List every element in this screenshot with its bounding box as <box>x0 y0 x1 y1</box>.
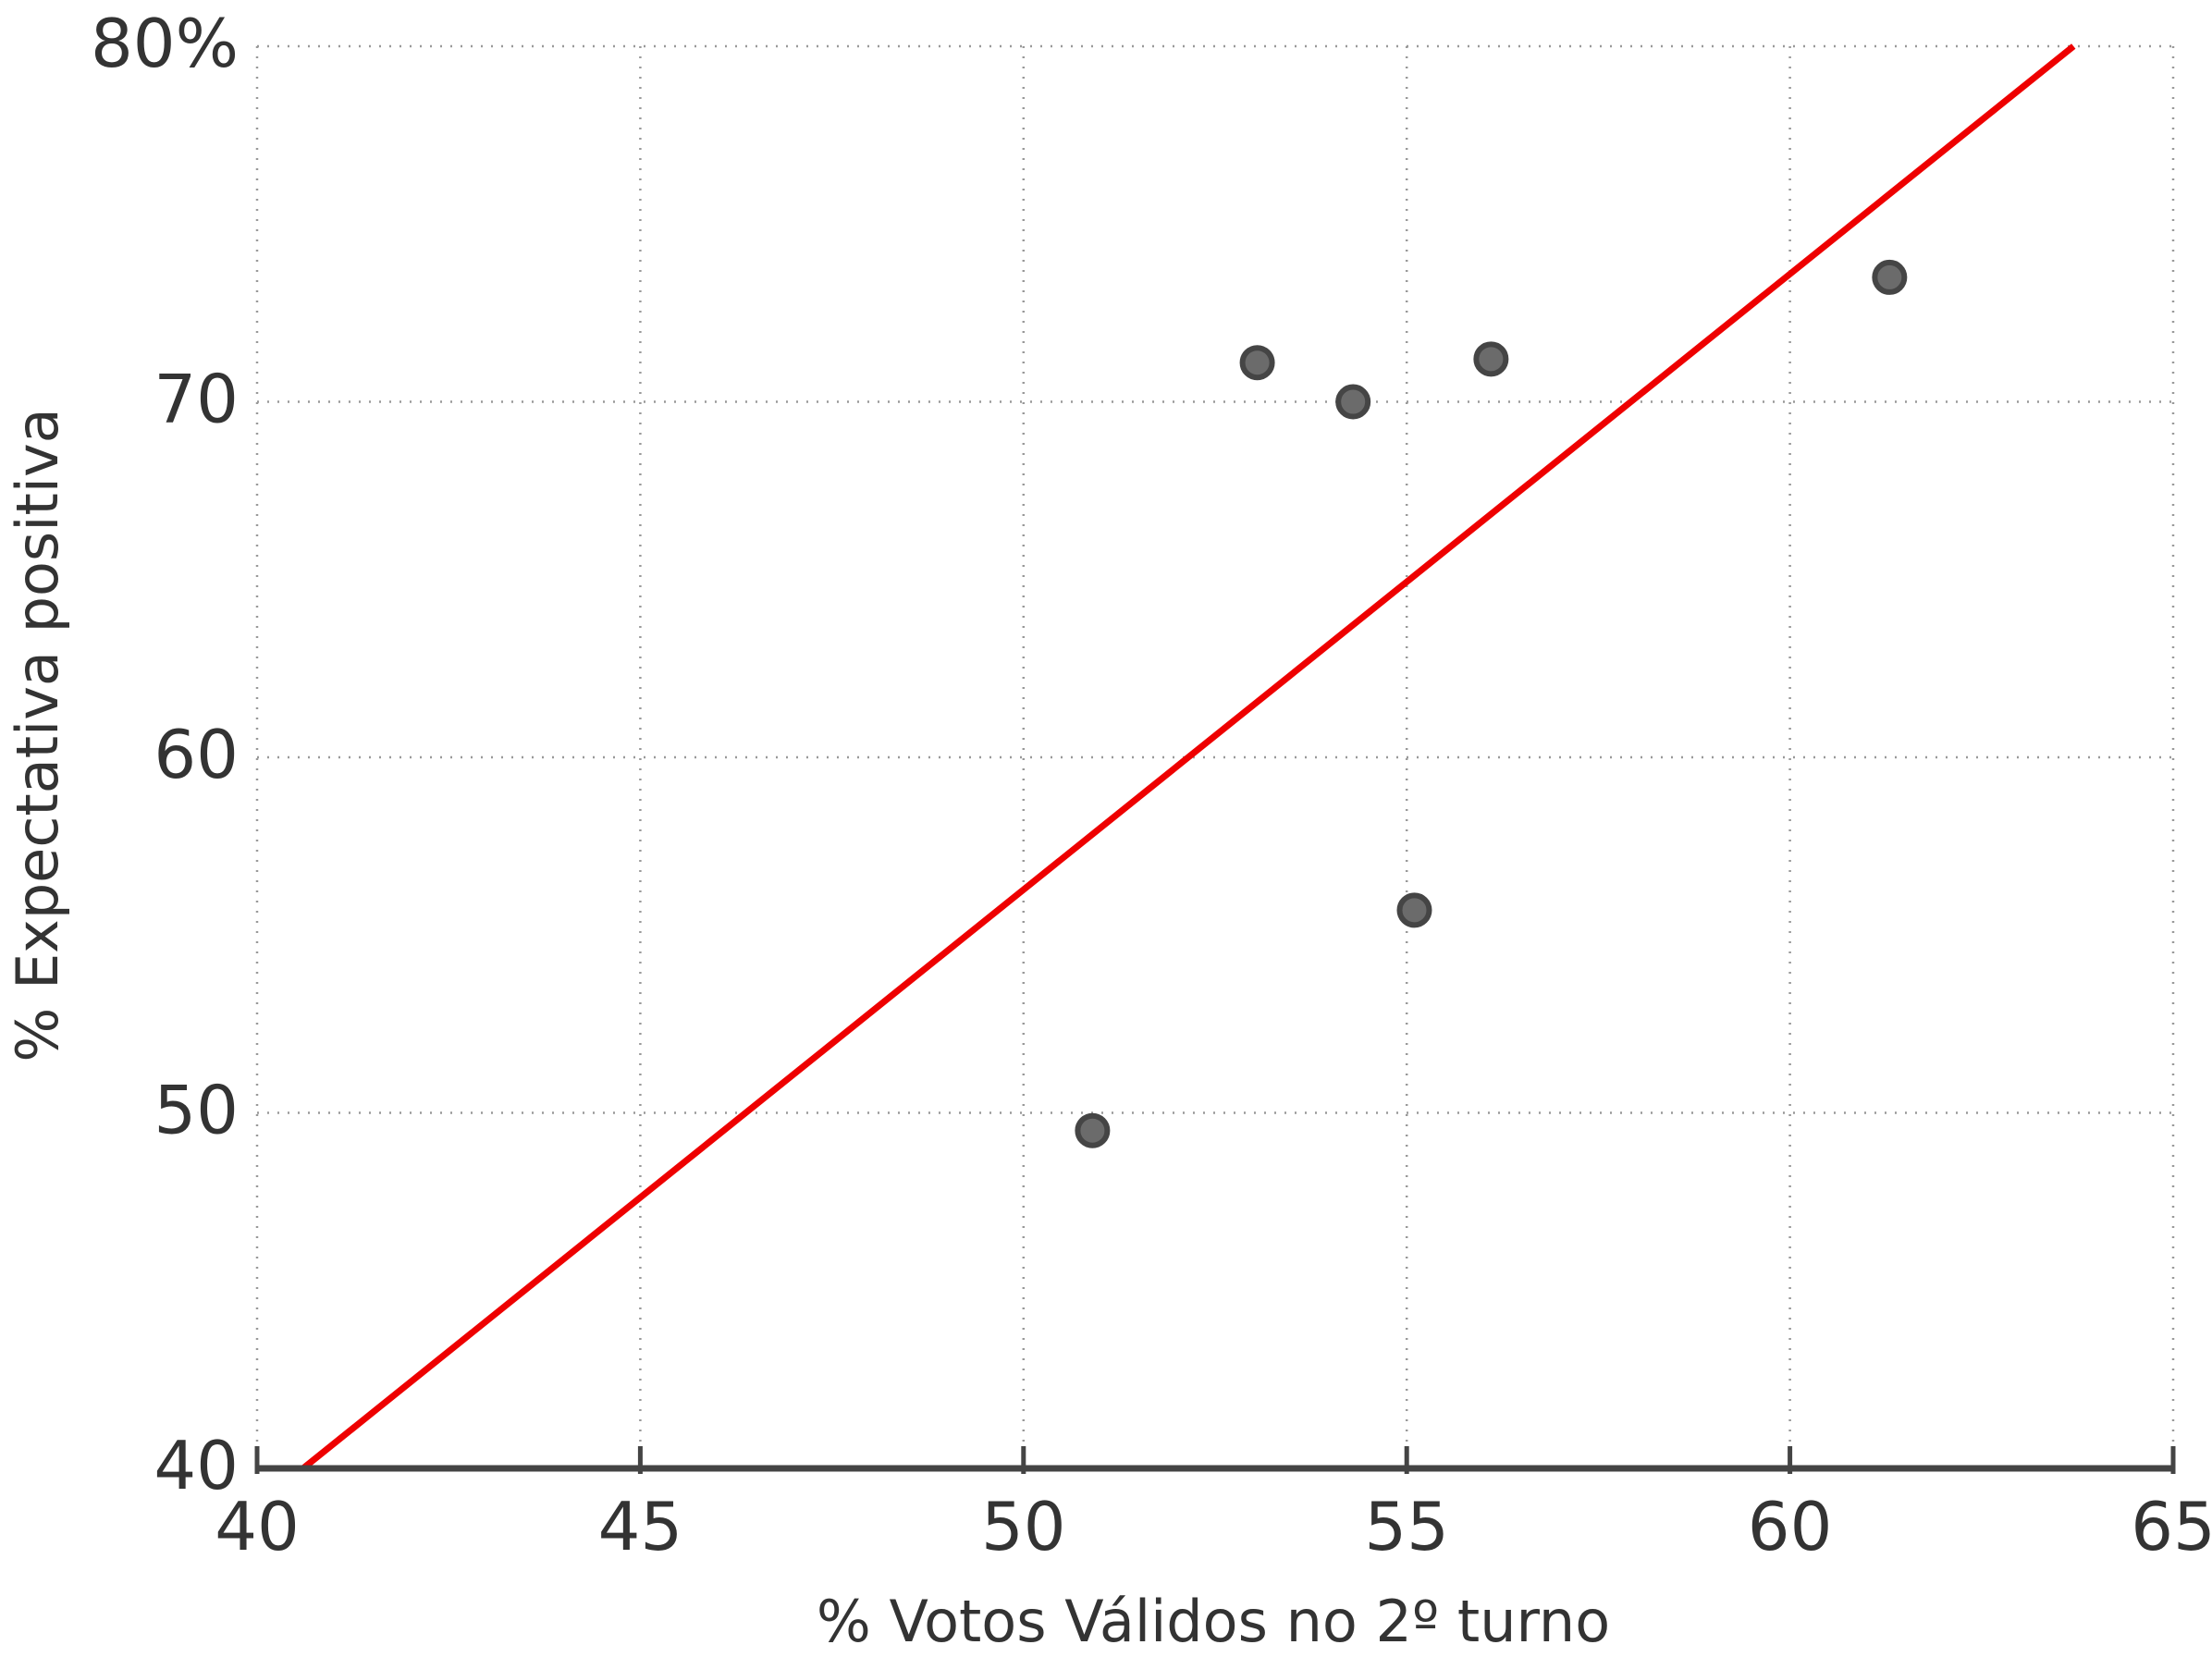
y-tick-label: 80% <box>91 5 239 82</box>
data-point <box>1335 384 1371 420</box>
x-axis <box>254 1446 2176 1474</box>
tick-labels: 40 45 50 55 60 65 40 50 60 70 80% <box>91 5 2212 1565</box>
y-axis-title: % Expectativa positiva <box>4 408 71 1062</box>
grid-lines <box>255 44 2175 1468</box>
data-point <box>1396 892 1432 928</box>
x-tick-label: 40 <box>215 1488 300 1565</box>
x-tick-label: 45 <box>598 1488 683 1565</box>
x-axis-title: % Votos Válidos no 2º turno <box>817 1588 1610 1655</box>
trend-line <box>301 43 2076 1471</box>
trend-line-group <box>301 43 2076 1471</box>
data-point <box>1239 345 1275 381</box>
y-tick-label: 50 <box>154 1072 239 1149</box>
data-point <box>1872 259 1908 295</box>
data-point <box>1473 341 1509 377</box>
x-tick-label: 65 <box>2131 1488 2212 1565</box>
x-tick-label: 50 <box>981 1488 1066 1565</box>
y-tick-label: 40 <box>154 1427 239 1504</box>
x-tick-label: 60 <box>1748 1488 1833 1565</box>
y-tick-label: 60 <box>154 716 239 793</box>
y-tick-label: 70 <box>154 361 239 438</box>
data-points <box>1075 259 1908 1148</box>
x-tick-label: 55 <box>1364 1488 1449 1565</box>
data-point <box>1075 1112 1111 1148</box>
